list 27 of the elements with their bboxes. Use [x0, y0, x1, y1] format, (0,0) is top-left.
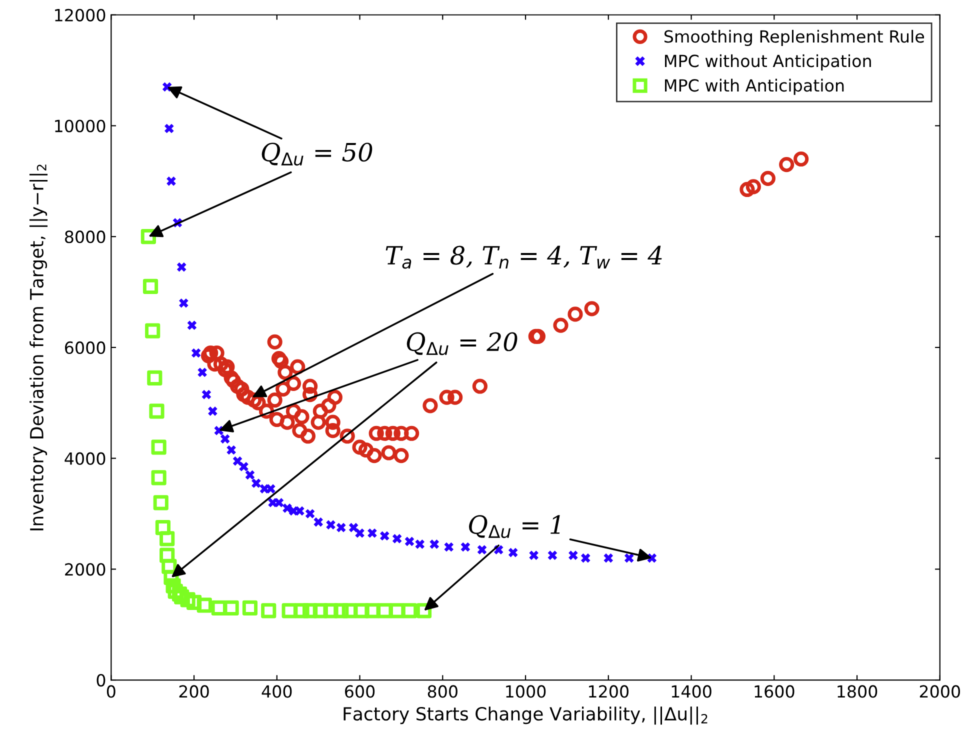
annotation: Q$_{Δu}$ = 20 — [406, 332, 518, 356]
legend-label: MPC without Anticipation — [665, 54, 871, 70]
y-tick-label: 2000 — [65, 563, 106, 576]
x-tick-label: 400 — [262, 685, 292, 698]
x-tick-label: 2000 — [920, 685, 960, 698]
x-axis-title: Factory Starts Change Variability, ||Δu||$_{2}$ — [344, 706, 708, 725]
x-tick-label: 200 — [179, 685, 209, 698]
annotation: Q$_{Δu}$ = 50 — [262, 142, 372, 166]
x-tick-label: 0 — [106, 685, 116, 698]
x-tick-label: 1200 — [589, 685, 628, 698]
legend-label: MPC with Anticipation — [665, 78, 844, 95]
x-tick-label: 800 — [428, 685, 458, 698]
x-tick-label: 1000 — [506, 685, 546, 698]
legend-label: Smoothing Replenishment Rule — [664, 30, 924, 46]
y-tick-label: 10000 — [55, 120, 106, 132]
y-tick-label: 6000 — [65, 341, 106, 354]
y-tick-label: 8000 — [65, 230, 106, 244]
x-tick-label: 1800 — [838, 685, 878, 698]
y-tick-label: 12000 — [55, 8, 106, 22]
x-tick-label: 600 — [345, 685, 375, 698]
y-tick-label: 0 — [96, 674, 106, 687]
annotation: T$_{a}$ = 8, T$_{n}$ = 4, T$_{w}$ = 4 — [386, 246, 662, 269]
x-tick-label: 1600 — [754, 685, 794, 698]
y-axis-title: Inventory Deviation from Target, ||y−r||$_{2}$ — [29, 164, 48, 530]
x-tick-label: 1400 — [672, 685, 712, 698]
y-tick-label: 4000 — [64, 452, 106, 465]
annotation: Q$_{Δu}$ = 1 — [469, 515, 560, 538]
